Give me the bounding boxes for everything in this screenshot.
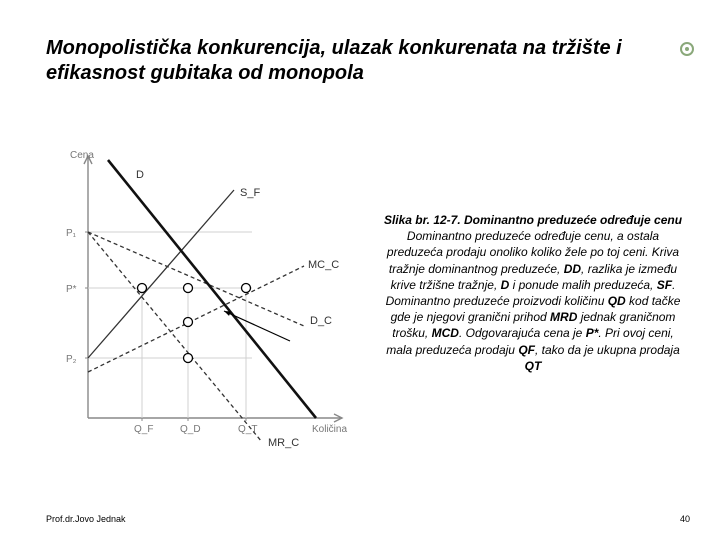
- footer-page-number: 40: [680, 514, 690, 524]
- svg-text:Q_F: Q_F: [134, 424, 153, 435]
- slide-bullet-icon: [680, 42, 694, 56]
- svg-text:P₂: P₂: [66, 354, 77, 365]
- svg-text:S_F: S_F: [240, 187, 260, 199]
- svg-text:D: D: [136, 169, 144, 181]
- svg-text:Cena: Cena: [70, 150, 94, 161]
- svg-text:P*: P*: [66, 284, 77, 295]
- page-title: Monopolistička konkurencija, ulazak konk…: [46, 36, 646, 86]
- footer-author: Prof.dr.Jovo Jednak: [46, 514, 126, 524]
- svg-text:Q_D: Q_D: [180, 424, 201, 435]
- svg-text:MR_C: MR_C: [268, 437, 299, 449]
- economics-chart: CenaKoličinaP₁P*P₂Q_FQ_DQ_TDS_FMC_CD_CMR…: [46, 146, 366, 456]
- svg-text:D_C: D_C: [310, 315, 332, 327]
- figure-caption: Slika br. 12-7. Dominantno preduzeće odr…: [378, 212, 688, 374]
- caption-body: Dominantno preduzeće određuje cenu, a os…: [386, 229, 681, 373]
- caption-title: Slika br. 12-7. Dominantno preduzeće odr…: [384, 213, 682, 227]
- svg-text:Količina: Količina: [312, 424, 347, 435]
- svg-text:MC_C: MC_C: [308, 259, 339, 271]
- svg-text:P₁: P₁: [66, 228, 77, 239]
